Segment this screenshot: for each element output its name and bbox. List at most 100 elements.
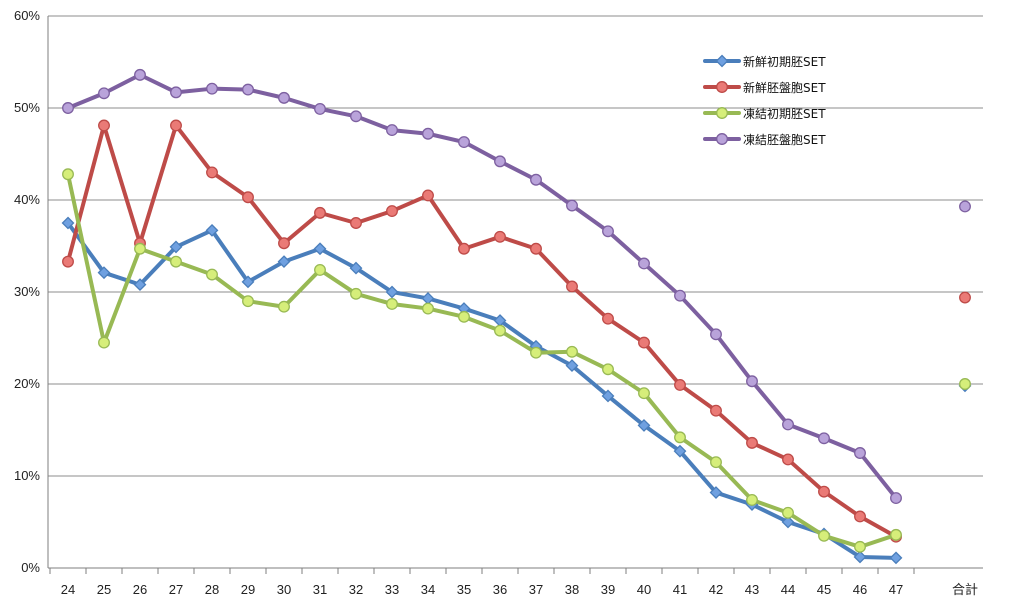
data-point (350, 217, 362, 229)
x-tick-label: 32 (349, 582, 363, 597)
data-point (638, 336, 650, 349)
data-point (62, 255, 74, 268)
legend-item: 新鮮初期胚SET (703, 54, 826, 69)
data-point (674, 431, 686, 444)
data-point (242, 191, 254, 204)
data-point (890, 528, 902, 541)
data-point (206, 268, 218, 281)
data-point (530, 346, 542, 359)
data-point (350, 287, 362, 300)
data-point (854, 540, 866, 553)
series-1 (61, 216, 972, 565)
data-point (673, 444, 687, 458)
x-tick-label: 45 (817, 582, 831, 597)
data-point (314, 206, 326, 219)
data-point (890, 492, 902, 505)
data-point (818, 485, 830, 498)
series-4 (62, 68, 971, 505)
x-tick-label: 47 (889, 582, 903, 597)
data-point (421, 292, 435, 305)
data-point (959, 291, 971, 304)
x-tick-label: 40 (637, 582, 651, 597)
data-point (314, 102, 326, 115)
legend: 新鮮初期胚SET 新鮮胚盤胞SET 凍結初期胚SET 凍結胚盤胞SET (703, 54, 826, 147)
legend-item: 新鮮胚盤胞SET (703, 80, 826, 95)
data-point (458, 136, 470, 148)
legend-marker (715, 54, 729, 68)
series-line (66, 221, 898, 560)
data-point (782, 453, 794, 466)
data-point (674, 378, 686, 391)
x-tick-label: 24 (61, 582, 75, 597)
data-point (386, 124, 398, 137)
data-point (530, 173, 542, 186)
x-tick-label: 合計 (952, 582, 978, 597)
data-point (782, 506, 794, 519)
data-point (566, 199, 578, 212)
data-point (385, 285, 399, 299)
data-point (134, 68, 146, 81)
y-tick-label: 10% (14, 468, 40, 483)
data-point (602, 225, 614, 238)
x-tick-label: 29 (241, 582, 255, 597)
axis-layer: 0% 10% 20% 30% 40% 50% 60% 24 25 26 27 28 29 30 31 32 33… (14, 8, 983, 597)
data-point (638, 257, 650, 270)
data-point (98, 336, 110, 349)
x-tick-label: 37 (529, 582, 543, 597)
legend-label: 凍結初期胚SET (743, 107, 826, 121)
data-point (458, 310, 470, 323)
data-point (746, 375, 758, 388)
legend-label: 新鮮初期胚SET (743, 54, 826, 69)
data-point (133, 278, 147, 292)
data-point (566, 345, 578, 358)
data-point (313, 242, 327, 256)
data-point (818, 432, 830, 445)
y-tick-label: 20% (14, 376, 40, 391)
x-tick-label: 44 (781, 582, 795, 597)
series-line (66, 172, 898, 549)
data-point (854, 447, 866, 459)
data-point (349, 261, 363, 275)
data-point (350, 110, 362, 123)
y-tick-label: 50% (14, 100, 40, 115)
data-point (98, 119, 110, 132)
legend-item: 凍結胚盤胞SET (703, 133, 826, 147)
data-point (242, 295, 254, 308)
x-tick-label: 46 (853, 582, 867, 597)
data-point (889, 551, 903, 565)
series-2 (62, 119, 971, 543)
x-tick-label: 30 (277, 582, 291, 597)
data-point (782, 418, 794, 431)
series-line (66, 123, 898, 539)
y-tick-label: 30% (14, 284, 40, 299)
data-point (458, 242, 470, 255)
data-point (638, 387, 650, 400)
data-point (206, 82, 218, 95)
series-3 (62, 168, 971, 553)
x-tick-label: 38 (565, 582, 579, 597)
series-line (66, 72, 898, 501)
data-point (710, 456, 722, 469)
data-point (959, 378, 971, 390)
legend-marker (716, 107, 728, 119)
data-point (710, 404, 722, 417)
data-point (170, 119, 182, 132)
data-point (602, 363, 614, 376)
data-point (781, 515, 795, 529)
legend-label: 新鮮胚盤胞SET (743, 80, 826, 95)
data-point (530, 242, 542, 255)
y-tick-label: 40% (14, 192, 40, 207)
x-tick-label: 43 (745, 582, 759, 597)
data-point (710, 328, 722, 341)
data-point (746, 436, 758, 449)
data-point (61, 216, 75, 230)
data-point (278, 91, 290, 104)
legend-marker (716, 133, 728, 145)
data-point (62, 168, 74, 181)
data-point (241, 275, 255, 289)
x-tick-label: 34 (421, 582, 435, 597)
y-tick-label: 0% (21, 560, 40, 575)
x-tick-label: 41 (673, 582, 687, 597)
legend-label: 凍結胚盤胞SET (743, 133, 826, 147)
data-point (566, 280, 578, 293)
